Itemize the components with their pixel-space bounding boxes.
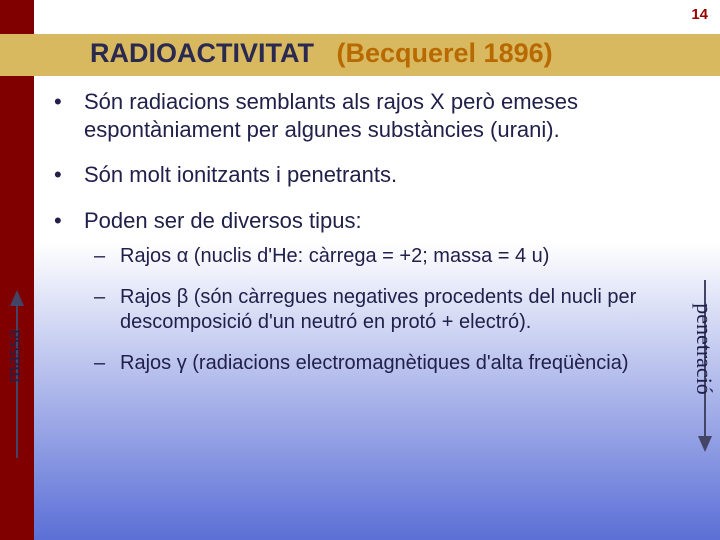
slide: 14 RADIOACTIVITAT (Becquerel 1896) • Són…: [0, 0, 720, 540]
penetracio-label: penetració: [691, 303, 717, 395]
massa-label: massa: [0, 329, 26, 383]
sub-dash: –: [90, 351, 120, 376]
sub-list: – Rajos α (nuclis d'He: càrrega = +2; ma…: [90, 244, 658, 376]
page-number: 14: [691, 6, 708, 23]
bullet-item: • Són radiacions semblants als rajos X p…: [48, 88, 658, 143]
sub-item: – Rajos α (nuclis d'He: càrrega = +2; ma…: [90, 244, 658, 269]
bullet-item: • Poden ser de diversos tipus:: [48, 207, 658, 235]
sub-item: – Rajos β (són càrregues negatives proce…: [90, 285, 658, 335]
bullet-dot: •: [48, 207, 84, 235]
sub-dash: –: [90, 285, 120, 335]
bullet-text: Són radiacions semblants als rajos X per…: [84, 88, 658, 143]
bullet-text: Són molt ionitzants i penetrants.: [84, 161, 658, 189]
top-corner-block: [0, 0, 34, 34]
content-area: • Són radiacions semblants als rajos X p…: [48, 88, 658, 392]
bullet-text: Poden ser de diversos tipus:: [84, 207, 658, 235]
bullet-item: • Són molt ionitzants i penetrants.: [48, 161, 658, 189]
bullet-dot: •: [48, 88, 84, 143]
sub-item: – Rajos γ (radiacions electromagnètiques…: [90, 351, 658, 376]
bullet-dot: •: [48, 161, 84, 189]
title-sub: (Becquerel 1896): [337, 38, 553, 68]
sub-text: Rajos α (nuclis d'He: càrrega = +2; mass…: [120, 244, 658, 269]
sub-dash: –: [90, 244, 120, 269]
slide-title: RADIOACTIVITAT (Becquerel 1896): [90, 38, 553, 69]
title-main: RADIOACTIVITAT: [90, 38, 314, 68]
sub-text: Rajos γ (radiacions electromagnètiques d…: [120, 351, 658, 376]
sub-text: Rajos β (són càrregues negatives procede…: [120, 285, 658, 335]
